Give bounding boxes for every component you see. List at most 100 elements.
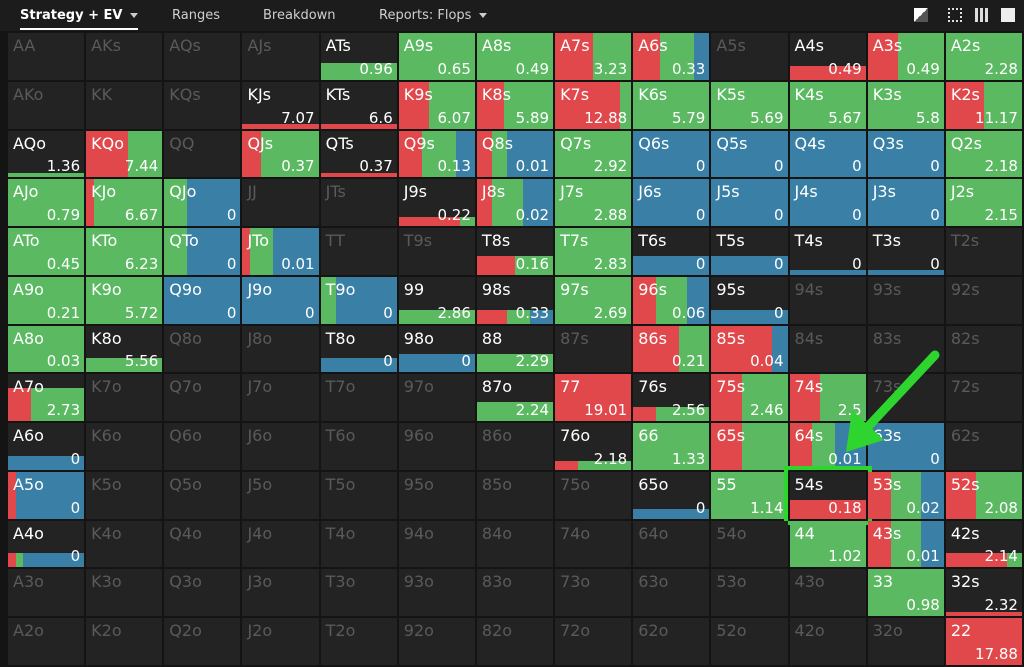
hand-cell[interactable]: 43o bbox=[789, 569, 866, 617]
hand-cell[interactable]: KTo 6.23 bbox=[86, 228, 163, 275]
dropdown-caret[interactable] bbox=[479, 13, 488, 18]
hand-cell[interactable]: 82o bbox=[476, 618, 554, 665]
hand-cell[interactable]: T8o 0 bbox=[320, 325, 397, 373]
hand-cell[interactable]: 87o 2.24 bbox=[476, 374, 554, 422]
hand-cell[interactable]: 98o 0 bbox=[398, 325, 475, 373]
hand-cell[interactable]: QJo 0 bbox=[164, 179, 241, 227]
hand-cell[interactable]: AKo bbox=[8, 81, 85, 129]
hand-cell[interactable]: 64s 0.01 bbox=[789, 423, 866, 470]
hand-cell[interactable]: Q7s 2.92 bbox=[555, 130, 632, 178]
hand-cell[interactable]: 54o bbox=[711, 520, 788, 568]
hand-cell[interactable]: JJ bbox=[242, 179, 319, 227]
hand-cell[interactable]: AA bbox=[8, 33, 85, 80]
hand-cell[interactable]: J9s 0.22 bbox=[398, 179, 475, 227]
hand-cell[interactable]: JTs bbox=[320, 179, 397, 227]
hand-cell[interactable]: AJs bbox=[242, 33, 319, 80]
hand-cell[interactable]: A2o bbox=[8, 618, 85, 665]
hand-cell[interactable]: J7s 2.88 bbox=[555, 179, 632, 227]
hand-cell[interactable]: 88 2.29 bbox=[476, 325, 554, 373]
hand-cell[interactable]: K3o bbox=[86, 569, 163, 617]
hand-cell[interactable]: 97s 2.69 bbox=[555, 276, 632, 324]
hand-cell[interactable]: 92o bbox=[398, 618, 475, 665]
hand-cell[interactable]: A5o 0 bbox=[8, 471, 85, 519]
hand-cell[interactable]: K4o bbox=[86, 520, 163, 568]
hand-cell[interactable]: 64o bbox=[633, 520, 710, 568]
hand-cell[interactable]: 96o bbox=[398, 423, 475, 470]
hand-cell[interactable]: 72o bbox=[555, 618, 632, 665]
hand-cell[interactable]: J4o bbox=[242, 520, 319, 568]
hand-cell[interactable]: Q2o bbox=[164, 618, 241, 665]
hand-cell[interactable]: J6s 0 bbox=[633, 179, 710, 227]
icon[interactable] bbox=[914, 8, 928, 22]
hand-cell[interactable]: 22 17.88 bbox=[945, 618, 1022, 665]
hand-cell[interactable]: 85s 0.04 bbox=[711, 325, 788, 373]
hand-cell[interactable]: 93s bbox=[867, 276, 944, 324]
hand-cell[interactable]: J8o bbox=[242, 325, 319, 373]
hand-cell[interactable]: T3o bbox=[320, 569, 397, 617]
icon[interactable] bbox=[975, 8, 989, 22]
hand-cell[interactable]: 87s bbox=[555, 325, 632, 373]
hand-cell[interactable]: Q6o bbox=[164, 423, 241, 470]
hand-cell[interactable]: T2s bbox=[945, 228, 1022, 275]
hand-cell[interactable]: AQs bbox=[164, 33, 241, 80]
hand-cell[interactable]: Q6s 0 bbox=[633, 130, 710, 178]
hand-cell[interactable]: J8s 0.02 bbox=[476, 179, 554, 227]
hand-cell[interactable]: ATo 0.45 bbox=[8, 228, 85, 275]
hand-cell[interactable]: 83o bbox=[476, 569, 554, 617]
hand-cell[interactable]: K7s 12.88 bbox=[555, 81, 632, 129]
hand-cell[interactable]: J7o bbox=[242, 374, 319, 422]
hand-cell[interactable]: J2s 2.15 bbox=[945, 179, 1022, 227]
hand-cell[interactable]: K9s 6.07 bbox=[398, 81, 475, 129]
hand-cell[interactable]: Q9o 0 bbox=[164, 276, 241, 324]
hand-cell[interactable]: KQo 7.44 bbox=[86, 130, 163, 178]
hand-cell[interactable]: KQs bbox=[164, 81, 241, 129]
hand-cell[interactable]: 77 19.01 bbox=[555, 374, 632, 422]
hand-cell[interactable]: A4s 0.49 bbox=[789, 33, 866, 80]
hand-cell[interactable]: J5s 0 bbox=[711, 179, 788, 227]
hand-cell[interactable]: 75s 2.46 bbox=[711, 374, 788, 422]
hand-cell[interactable]: 86s 0.21 bbox=[633, 325, 710, 373]
hand-cell[interactable]: A6o 0 bbox=[8, 423, 85, 470]
hand-cell[interactable]: 44 1.02 bbox=[789, 520, 866, 568]
hand-cell[interactable]: ATs 0.96 bbox=[320, 33, 397, 80]
hand-cell[interactable]: K8s 5.89 bbox=[476, 81, 554, 129]
hand-cell[interactable]: 99 2.86 bbox=[398, 276, 475, 324]
hand-cell[interactable]: 53o bbox=[711, 569, 788, 617]
hand-cell[interactable]: 55 1.14 bbox=[711, 471, 788, 519]
hand-cell[interactable]: 42s 2.14 bbox=[945, 520, 1022, 568]
hand-cell[interactable]: 33 0.98 bbox=[867, 569, 944, 617]
hand-cell[interactable]: K7o bbox=[86, 374, 163, 422]
hand-cell[interactable]: A7o 2.73 bbox=[8, 374, 85, 422]
hand-cell[interactable]: 92s bbox=[945, 276, 1022, 324]
hand-cell[interactable]: KTs 6.6 bbox=[320, 81, 397, 129]
hand-cell[interactable]: A5s bbox=[711, 33, 788, 80]
hand-cell[interactable]: T9s bbox=[398, 228, 475, 275]
hand-cell[interactable]: 66 1.33 bbox=[633, 423, 710, 470]
hand-cell[interactable]: K2o bbox=[86, 618, 163, 665]
hand-cell[interactable]: A9o 0.21 bbox=[8, 276, 85, 324]
hand-cell[interactable]: T7s 2.83 bbox=[555, 228, 632, 275]
hand-cell[interactable]: K3s 5.8 bbox=[867, 81, 944, 129]
hand-cell[interactable]: J9o 0 bbox=[242, 276, 319, 324]
hand-cell[interactable]: K4s 5.67 bbox=[789, 81, 866, 129]
hand-cell[interactable]: TT bbox=[320, 228, 397, 275]
hand-cell[interactable]: Q5s 0 bbox=[711, 130, 788, 178]
hand-cell[interactable]: 75o bbox=[555, 471, 632, 519]
hand-cell[interactable]: 74o bbox=[555, 520, 632, 568]
hand-cell[interactable]: K5s 5.69 bbox=[711, 81, 788, 129]
hand-cell[interactable]: J6o bbox=[242, 423, 319, 470]
hand-cell[interactable]: 76s 2.56 bbox=[633, 374, 710, 422]
hand-cell[interactable]: AJo 0.79 bbox=[8, 179, 85, 227]
hand-cell[interactable]: 72s bbox=[945, 374, 1022, 422]
hand-cell[interactable]: QJs 0.37 bbox=[242, 130, 319, 178]
hand-cell[interactable]: 82s bbox=[945, 325, 1022, 373]
hand-cell[interactable]: A2s 2.28 bbox=[945, 33, 1022, 80]
hand-cell[interactable]: A6s 0.33 bbox=[633, 33, 710, 80]
hand-cell[interactable]: T2o bbox=[320, 618, 397, 665]
hand-cell[interactable]: 94s bbox=[789, 276, 866, 324]
hand-cell[interactable]: JTo 0.01 bbox=[242, 228, 319, 275]
tab[interactable]: Reports: Flops bbox=[379, 6, 488, 26]
hand-cell[interactable]: 62s bbox=[945, 423, 1022, 470]
hand-cell[interactable]: A7s 3.23 bbox=[555, 33, 632, 80]
hand-cell[interactable]: 63o bbox=[633, 569, 710, 617]
